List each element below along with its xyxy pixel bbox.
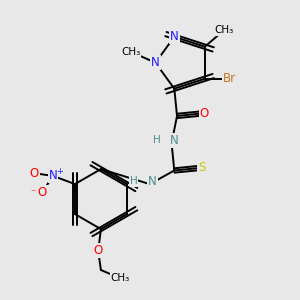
Text: N: N (49, 169, 58, 182)
Text: O: O (200, 107, 209, 120)
Text: O: O (29, 167, 39, 180)
Text: N: N (148, 175, 157, 188)
Text: O: O (38, 186, 47, 199)
Text: CH₃: CH₃ (110, 273, 130, 283)
Text: CH₃: CH₃ (214, 25, 233, 35)
Text: ⁻: ⁻ (30, 189, 35, 199)
Text: O: O (94, 244, 103, 257)
Text: CH₃: CH₃ (121, 47, 140, 57)
Text: S: S (198, 161, 205, 174)
Text: +: + (56, 167, 63, 176)
Text: Br: Br (223, 72, 236, 85)
Text: N: N (151, 56, 160, 69)
Text: N: N (170, 134, 179, 147)
Text: H: H (153, 136, 160, 146)
Text: H: H (130, 176, 137, 186)
Text: N: N (170, 30, 179, 43)
